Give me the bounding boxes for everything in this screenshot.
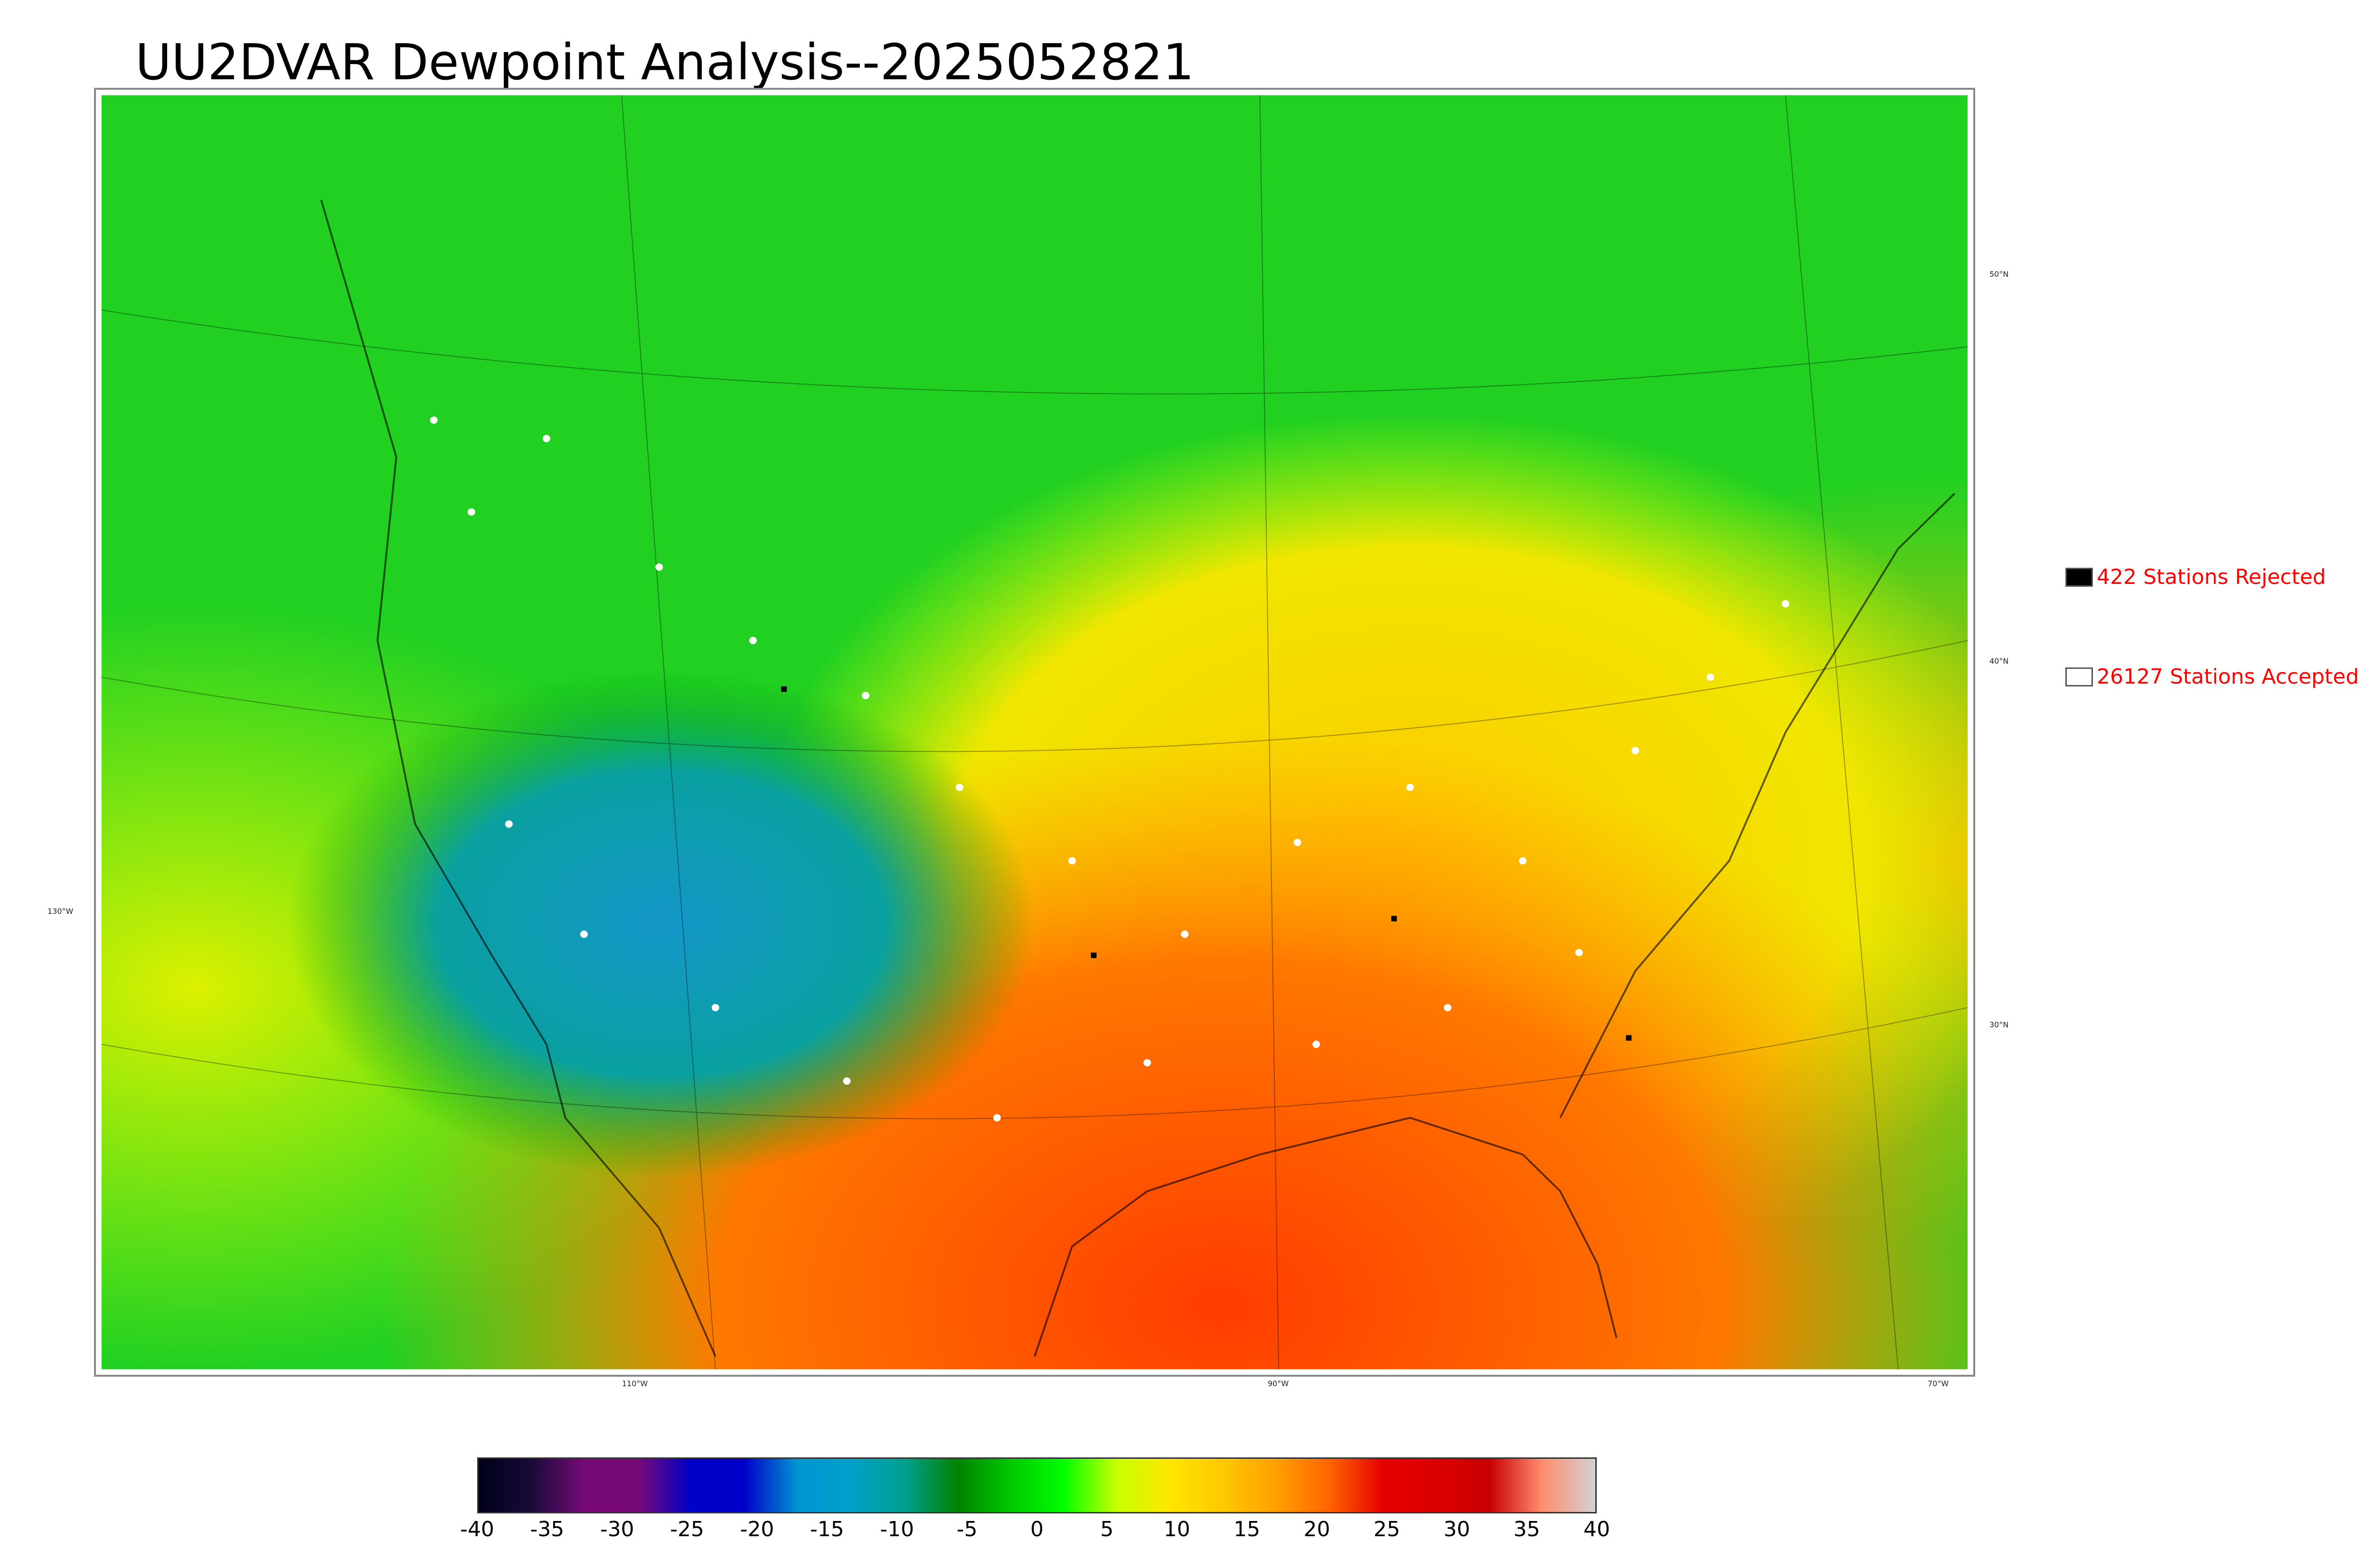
colorbar-tick-label: -35: [530, 1517, 565, 1541]
colorbar-tick-label: 15: [1234, 1517, 1261, 1541]
legend-rejected: 422 Stations Rejected: [2065, 565, 2326, 589]
colorbar-tick-label: 35: [1513, 1517, 1540, 1541]
legend-swatch-accepted: [2065, 667, 2093, 686]
colorbar-tick-label: 5: [1100, 1517, 1114, 1541]
dewpoint-map: [101, 95, 1968, 1370]
colorbar-tick-label: 30: [1443, 1517, 1470, 1541]
map-title: UU2DVAR Dewpoint Analysis--2025052821: [135, 33, 1195, 91]
legend-swatch-rejected: [2065, 567, 2093, 587]
longitude-tick-90w: 90°W: [1268, 1379, 1289, 1388]
colorbar-tick-label: -10: [880, 1517, 914, 1541]
latitude-tick-30n: 30°N: [1989, 1020, 2009, 1029]
colorbar-tick-label: -25: [670, 1517, 705, 1541]
colorbar-tick-label: 25: [1373, 1517, 1400, 1541]
colorbar: [477, 1457, 1597, 1513]
colorbar-tick-label: 40: [1583, 1517, 1610, 1541]
colorbar-tick-label: -15: [810, 1517, 844, 1541]
latitude-tick-50n: 50°N: [1989, 270, 2009, 279]
colorbar-tick-label: -40: [460, 1517, 494, 1541]
legend-accepted: 26127 Stations Accepted: [2065, 665, 2359, 689]
colorbar-tick-label: 20: [1303, 1517, 1330, 1541]
colorbar-tick-label: -20: [740, 1517, 774, 1541]
colorbar-tick-label: -30: [600, 1517, 634, 1541]
longitude-tick-110w: 110°W: [622, 1379, 648, 1388]
longitude-tick-130w: 130°W: [47, 907, 74, 916]
longitude-tick-70w: 70°W: [1928, 1379, 1949, 1388]
latitude-tick-40n: 40°N: [1989, 657, 2009, 666]
legend-label-accepted: 26127 Stations Accepted: [2097, 665, 2359, 689]
colorbar-tick-label: 10: [1163, 1517, 1190, 1541]
map-panel: [94, 88, 1975, 1377]
legend-label-rejected: 422 Stations Rejected: [2097, 565, 2326, 589]
colorbar-tick-label: -5: [956, 1517, 978, 1541]
colorbar-tick-label: 0: [1030, 1517, 1044, 1541]
